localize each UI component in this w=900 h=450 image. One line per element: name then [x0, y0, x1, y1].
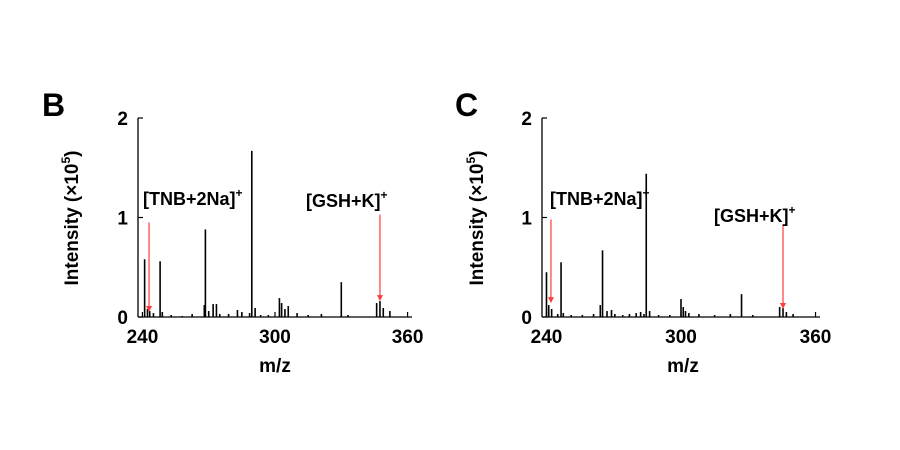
y-axis-title-c: Intensity (×105): [464, 151, 488, 286]
annotation-label-tnb-2na: [TNB+2Na]+: [143, 186, 243, 209]
annotation-arrow-head: [376, 295, 383, 302]
annotation-label-tnb-2na: [TNB+2Na]+: [550, 186, 650, 209]
x-tick-label: 300: [665, 327, 697, 348]
annotation-arrow-head: [547, 297, 554, 304]
x-tick-label: 360: [392, 327, 424, 348]
chart-panel-b: B Intensity (×105) m/z 0 1 2 240 300 360 [TNB+…: [42, 87, 423, 377]
x-tick-label: 360: [800, 327, 832, 348]
x-tick-label: 240: [127, 327, 159, 348]
x-tick-label: 300: [259, 327, 291, 348]
annotation-arrow-head: [146, 306, 153, 313]
y-tick-label: 0: [117, 308, 128, 329]
y-axis-title-b: Intensity (×105): [59, 151, 83, 286]
y-tick-label: 1: [117, 209, 128, 230]
chart-panel-c: C Intensity (×105) m/z 0 1 2 240 300 360 [TNB+…: [455, 87, 831, 377]
annotation-label-gsh-k: [GSH+K]+: [306, 188, 388, 211]
x-axis-title-c: m/z: [667, 356, 699, 377]
x-axis-title-b: m/z: [259, 356, 291, 377]
annotation-arrow-head: [780, 303, 787, 310]
y-tick-label: 2: [521, 109, 532, 130]
panel-label-b: B: [42, 87, 65, 123]
y-tick-label: 1: [521, 209, 532, 230]
x-tick-label: 240: [531, 327, 563, 348]
y-tick-label: 0: [521, 308, 532, 329]
y-tick-label: 2: [117, 109, 128, 130]
panel-label-c: C: [455, 87, 478, 123]
annotation-label-gsh-k: [GSH+K]+: [714, 203, 796, 226]
